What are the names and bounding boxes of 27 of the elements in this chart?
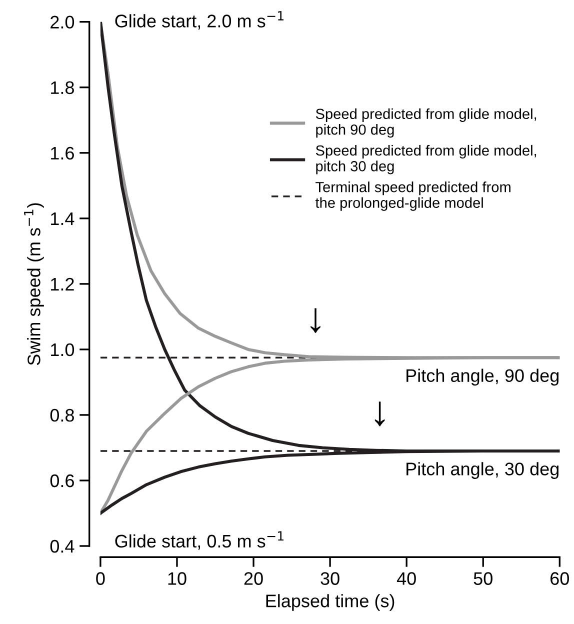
- annotation: Glide start, 0.5 m s$^{−1}$: [115, 531, 284, 550]
- y-tick-label: 2.0: [50, 16, 74, 29]
- annotation: Glide start, 2.0 m s$^{−1}$: [115, 11, 284, 30]
- x-tick-label: 60: [550, 572, 569, 585]
- annotation: Pitch angle, 30 deg: [406, 462, 558, 479]
- y-axis-title: Swim speed (m s$^{−1}$): [24, 203, 44, 366]
- y-tick-label: 0.8: [50, 408, 74, 422]
- annotation: ↓: [374, 402, 385, 426]
- y-tick-label: 0.6: [50, 474, 74, 488]
- legend-label: Terminal speed predicted from the prolonged-glide model: [315, 182, 510, 211]
- y-tick-label: 0.4: [50, 540, 74, 553]
- legend-label: Speed predicted from glide model, pitch 90 deg: [316, 108, 536, 138]
- y-tick-label: 1.6: [51, 146, 74, 160]
- y-tick-label: 1.2: [51, 278, 74, 290]
- y-tick-label: 1.0: [51, 343, 74, 356]
- annotation: Pitch angle, 90 deg: [406, 368, 558, 386]
- x-axis-title: Elapsed time (s): [266, 594, 394, 611]
- x-tick-label: 30: [320, 572, 340, 585]
- y-tick-label: 1.8: [51, 81, 74, 94]
- x-tick-label: 40: [396, 572, 416, 585]
- legend-label: Speed predicted from glide model, pitch 30 deg: [316, 144, 536, 174]
- x-tick-label: 0: [96, 572, 105, 585]
- x-tick-label: 20: [244, 572, 263, 585]
- x-tick-label: 50: [474, 572, 492, 585]
- annotation: ↓: [310, 308, 320, 333]
- x-tick-label: 10: [168, 572, 186, 585]
- y-tick-label: 1.4: [51, 212, 74, 225]
